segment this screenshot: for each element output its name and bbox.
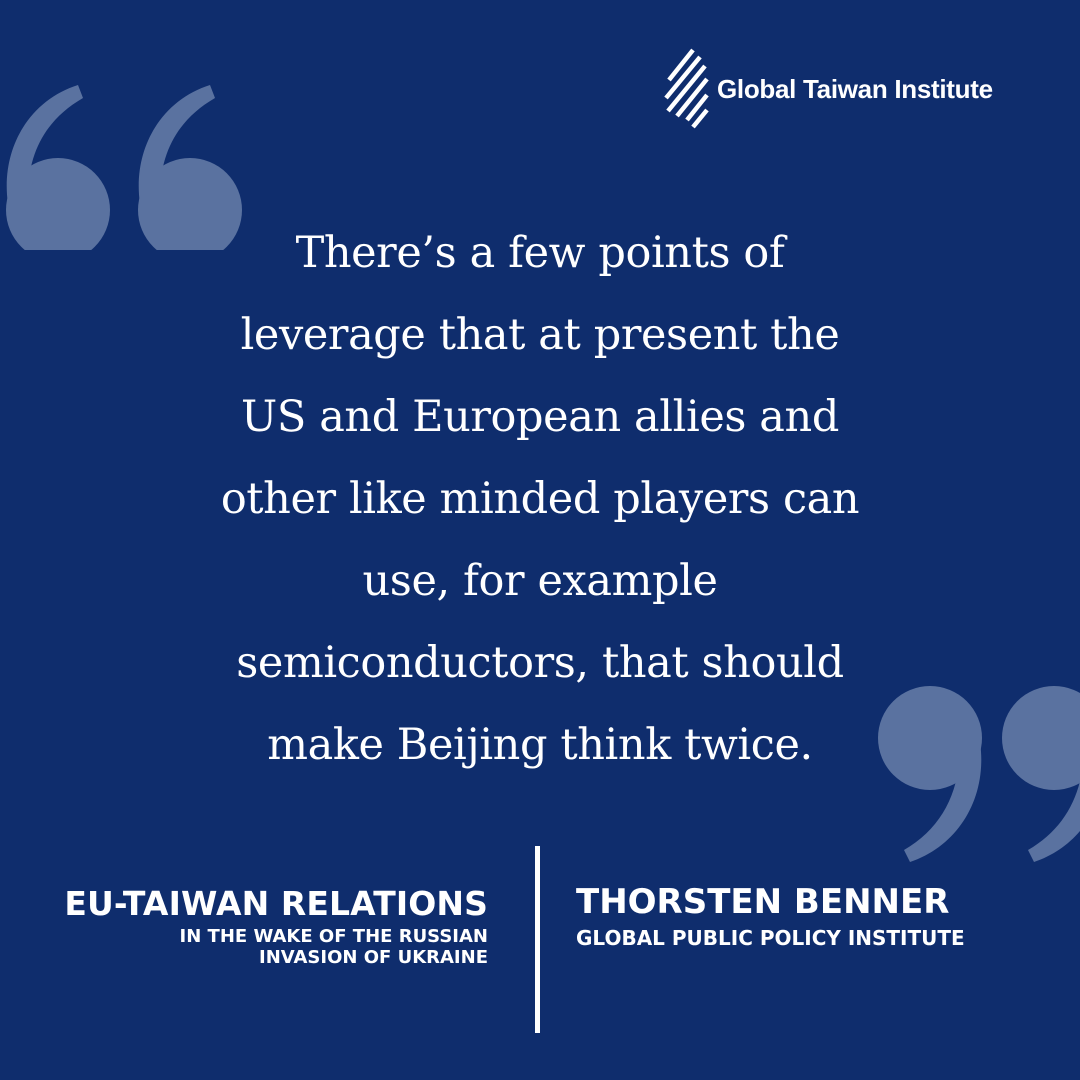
vertical-divider: [535, 846, 540, 1033]
brand-logo: Global Taiwan Institute: [663, 48, 993, 130]
open-quote-icon: [6, 85, 242, 250]
brand-name: Global Taiwan Institute: [717, 73, 993, 104]
quote-line: US and European allies and: [241, 392, 839, 442]
quote-line: make Beijing think twice.: [267, 720, 813, 770]
speaker-name: THORSTEN BENNER: [576, 882, 950, 922]
speaker-organization: GLOBAL PUBLIC POLICY INSTITUTE: [576, 926, 965, 950]
event-info: EU-TAIWAN RELATIONS IN THE WAKE OF THE R…: [64, 882, 488, 968]
close-quote-icon: [878, 686, 1080, 862]
quote-text: There’s a few points of leverage that at…: [150, 212, 930, 786]
quote-line: leverage that at present the: [240, 310, 840, 360]
quote-line: other like minded players can: [220, 474, 860, 524]
quote-line: use, for example: [362, 556, 718, 606]
event-subtitle-line: INVASION OF UKRAINE: [259, 947, 488, 968]
quote-line: semiconductors, that should: [236, 638, 844, 688]
event-subtitle-line: IN THE WAKE OF THE RUSSIAN: [179, 926, 488, 947]
event-title: EU-TAIWAN RELATIONS: [64, 884, 488, 923]
diagonal-stripes-logo-icon: [664, 48, 709, 129]
speaker-info: THORSTEN BENNER GLOBAL PUBLIC POLICY INS…: [576, 880, 965, 952]
quote-line: There’s a few points of: [295, 228, 785, 278]
